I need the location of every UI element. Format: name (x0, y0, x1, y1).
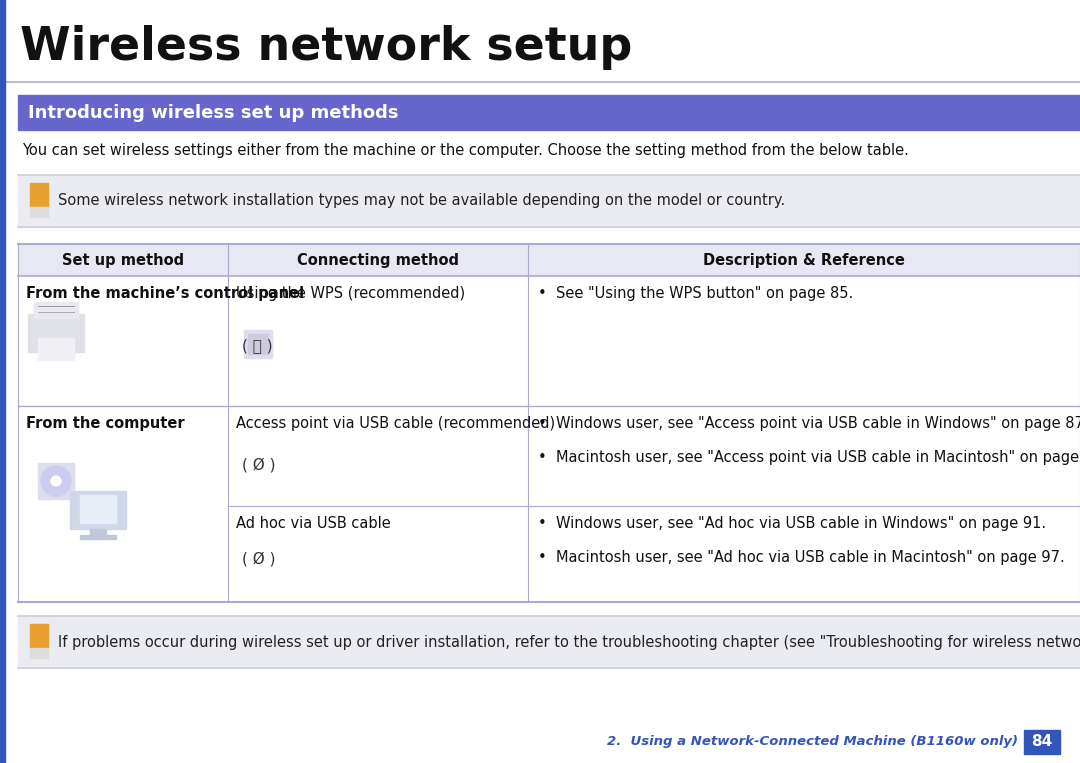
Bar (18, 95, 1080, 130)
Text: ( Ø ): ( Ø ) (242, 458, 275, 473)
Bar (0, 0, 5, 763)
Bar (30, 648, 48, 658)
Text: Wireless network setup: Wireless network setup (21, 25, 632, 70)
Bar (18, 276, 1080, 406)
Text: Set up method: Set up method (62, 253, 184, 268)
Bar (38, 463, 75, 499)
Bar (30, 207, 48, 217)
Text: •  Windows user, see "Access point via USB cable in Windows" on page 87.: • Windows user, see "Access point via US… (538, 416, 1080, 431)
Text: From the computer: From the computer (26, 416, 185, 431)
Bar (28, 314, 84, 352)
Text: •  See "Using the WPS button" on page 85.: • See "Using the WPS button" on page 85. (538, 286, 853, 301)
Bar (38, 338, 75, 360)
Bar (18, 406, 1080, 602)
Bar (90, 529, 106, 537)
Text: If problems occur during wireless set up or driver installation, refer to the tr: If problems occur during wireless set up… (58, 635, 1080, 649)
Circle shape (41, 466, 71, 496)
Bar (244, 330, 272, 358)
Bar (80, 495, 116, 523)
Bar (30, 183, 48, 207)
Text: •  Macintosh user, see "Ad hoc via USB cable in Macintosh" on page 97.: • Macintosh user, see "Ad hoc via USB ca… (538, 550, 1065, 565)
Text: 2.  Using a Network-Connected Machine (B1160w only): 2. Using a Network-Connected Machine (B1… (607, 736, 1018, 749)
Text: Access point via USB cable (recommended): Access point via USB cable (recommended) (237, 416, 555, 431)
Text: Description & Reference: Description & Reference (703, 253, 905, 268)
Circle shape (51, 476, 60, 486)
Text: Using the WPS (recommended): Using the WPS (recommended) (237, 286, 465, 301)
Bar (33, 302, 78, 318)
Text: From the machine’s control panel: From the machine’s control panel (26, 286, 305, 301)
Text: ( Ø ): ( Ø ) (242, 552, 275, 567)
Text: •  Windows user, see "Ad hoc via USB cable in Windows" on page 91.: • Windows user, see "Ad hoc via USB cabl… (538, 516, 1047, 531)
Bar (18, 175, 1080, 227)
Bar (30, 624, 48, 648)
Text: Introducing wireless set up methods: Introducing wireless set up methods (28, 104, 399, 121)
Bar (80, 535, 116, 539)
Bar (70, 491, 126, 529)
Bar (1024, 730, 1059, 754)
Text: Connecting method: Connecting method (297, 253, 459, 268)
Text: 84: 84 (1031, 735, 1053, 749)
Text: ( ⒫ ): ( ⒫ ) (242, 338, 272, 353)
Text: You can set wireless settings either from the machine or the computer. Choose th: You can set wireless settings either fro… (22, 143, 909, 157)
Bar (18, 244, 1080, 276)
Text: Some wireless network installation types may not be available depending on the m: Some wireless network installation types… (58, 194, 785, 208)
Text: Ad hoc via USB cable: Ad hoc via USB cable (237, 516, 391, 531)
Bar (248, 334, 268, 354)
Bar (18, 616, 1080, 668)
Text: •  Macintosh user, see "Access point via USB cable in Macintosh" on page 95.: • Macintosh user, see "Access point via … (538, 450, 1080, 465)
